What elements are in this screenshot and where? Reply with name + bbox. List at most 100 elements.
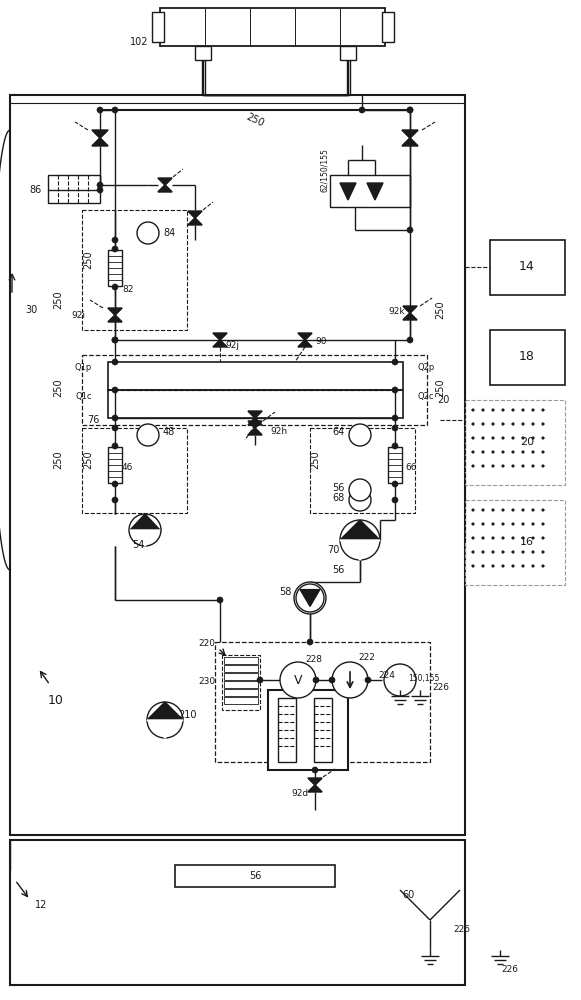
- Circle shape: [532, 523, 534, 525]
- Polygon shape: [308, 785, 322, 792]
- Polygon shape: [300, 590, 320, 606]
- Text: 84: 84: [163, 228, 175, 238]
- Circle shape: [112, 415, 118, 421]
- Polygon shape: [92, 138, 108, 146]
- Bar: [82, 210, 187, 330]
- Circle shape: [349, 479, 371, 501]
- Circle shape: [472, 551, 474, 553]
- Circle shape: [392, 425, 398, 431]
- Text: 46: 46: [122, 464, 134, 473]
- Bar: [490, 240, 565, 295]
- Circle shape: [492, 437, 494, 439]
- Circle shape: [482, 409, 484, 411]
- Circle shape: [532, 465, 534, 467]
- Text: 56: 56: [333, 483, 345, 493]
- Text: 70: 70: [328, 545, 340, 555]
- Circle shape: [296, 584, 324, 612]
- Circle shape: [542, 523, 544, 525]
- Bar: [388, 447, 402, 483]
- Circle shape: [112, 284, 118, 290]
- Text: 62/150/155: 62/150/155: [320, 148, 329, 192]
- Circle shape: [307, 639, 313, 645]
- Circle shape: [392, 481, 398, 487]
- Text: 20: 20: [520, 437, 534, 447]
- Polygon shape: [130, 530, 160, 546]
- Circle shape: [112, 359, 118, 365]
- Text: 56: 56: [249, 871, 261, 881]
- Circle shape: [97, 182, 103, 188]
- Circle shape: [472, 523, 474, 525]
- Polygon shape: [248, 418, 262, 425]
- Bar: [108, 362, 403, 390]
- Circle shape: [472, 509, 474, 511]
- Text: 250: 250: [435, 379, 445, 397]
- Circle shape: [407, 227, 413, 233]
- Circle shape: [365, 677, 371, 683]
- Circle shape: [522, 465, 524, 467]
- Polygon shape: [248, 411, 262, 418]
- Circle shape: [532, 451, 534, 453]
- Circle shape: [349, 489, 371, 511]
- Text: 226: 226: [454, 926, 471, 934]
- Circle shape: [329, 677, 335, 683]
- Circle shape: [502, 509, 504, 511]
- Text: 250: 250: [83, 451, 93, 469]
- Circle shape: [512, 409, 514, 411]
- Circle shape: [482, 437, 484, 439]
- Bar: [268, 690, 348, 770]
- Text: 82: 82: [122, 286, 134, 294]
- Bar: [382, 12, 394, 42]
- Circle shape: [472, 465, 474, 467]
- Bar: [224, 657, 258, 664]
- Circle shape: [532, 551, 534, 553]
- Text: 66: 66: [405, 464, 417, 473]
- Text: 226: 226: [432, 684, 449, 692]
- Text: 250: 250: [53, 451, 63, 469]
- Bar: [278, 698, 296, 762]
- Circle shape: [502, 565, 504, 567]
- Circle shape: [512, 437, 514, 439]
- Circle shape: [502, 537, 504, 539]
- Polygon shape: [108, 308, 122, 315]
- Text: Q1c: Q1c: [76, 392, 92, 401]
- Circle shape: [112, 443, 118, 449]
- Circle shape: [482, 451, 484, 453]
- Circle shape: [512, 423, 514, 425]
- Polygon shape: [340, 540, 380, 560]
- Circle shape: [512, 451, 514, 453]
- Circle shape: [112, 337, 118, 343]
- Text: 250: 250: [83, 251, 93, 269]
- Bar: [175, 865, 335, 887]
- Circle shape: [542, 437, 544, 439]
- Circle shape: [512, 565, 514, 567]
- Circle shape: [522, 451, 524, 453]
- Text: 250: 250: [310, 451, 320, 469]
- Circle shape: [147, 702, 183, 738]
- Circle shape: [472, 537, 474, 539]
- Circle shape: [482, 537, 484, 539]
- Text: 92k: 92k: [388, 308, 405, 316]
- Polygon shape: [213, 340, 227, 347]
- Circle shape: [492, 523, 494, 525]
- Circle shape: [532, 423, 534, 425]
- Circle shape: [522, 409, 524, 411]
- Circle shape: [392, 387, 398, 393]
- Bar: [465, 400, 565, 485]
- Circle shape: [532, 409, 534, 411]
- Text: 16: 16: [520, 537, 534, 547]
- Text: 92i: 92i: [71, 312, 85, 320]
- Circle shape: [502, 451, 504, 453]
- Text: Q1p: Q1p: [75, 363, 92, 372]
- Text: 230: 230: [198, 678, 215, 686]
- Text: 92d: 92d: [291, 788, 308, 798]
- Polygon shape: [367, 183, 383, 200]
- Bar: [340, 46, 356, 60]
- Circle shape: [112, 107, 118, 113]
- Bar: [195, 46, 211, 60]
- Text: 14: 14: [519, 260, 535, 273]
- Circle shape: [217, 597, 223, 603]
- Text: 222: 222: [358, 654, 375, 662]
- Circle shape: [482, 509, 484, 511]
- Circle shape: [313, 677, 319, 683]
- Bar: [215, 642, 430, 762]
